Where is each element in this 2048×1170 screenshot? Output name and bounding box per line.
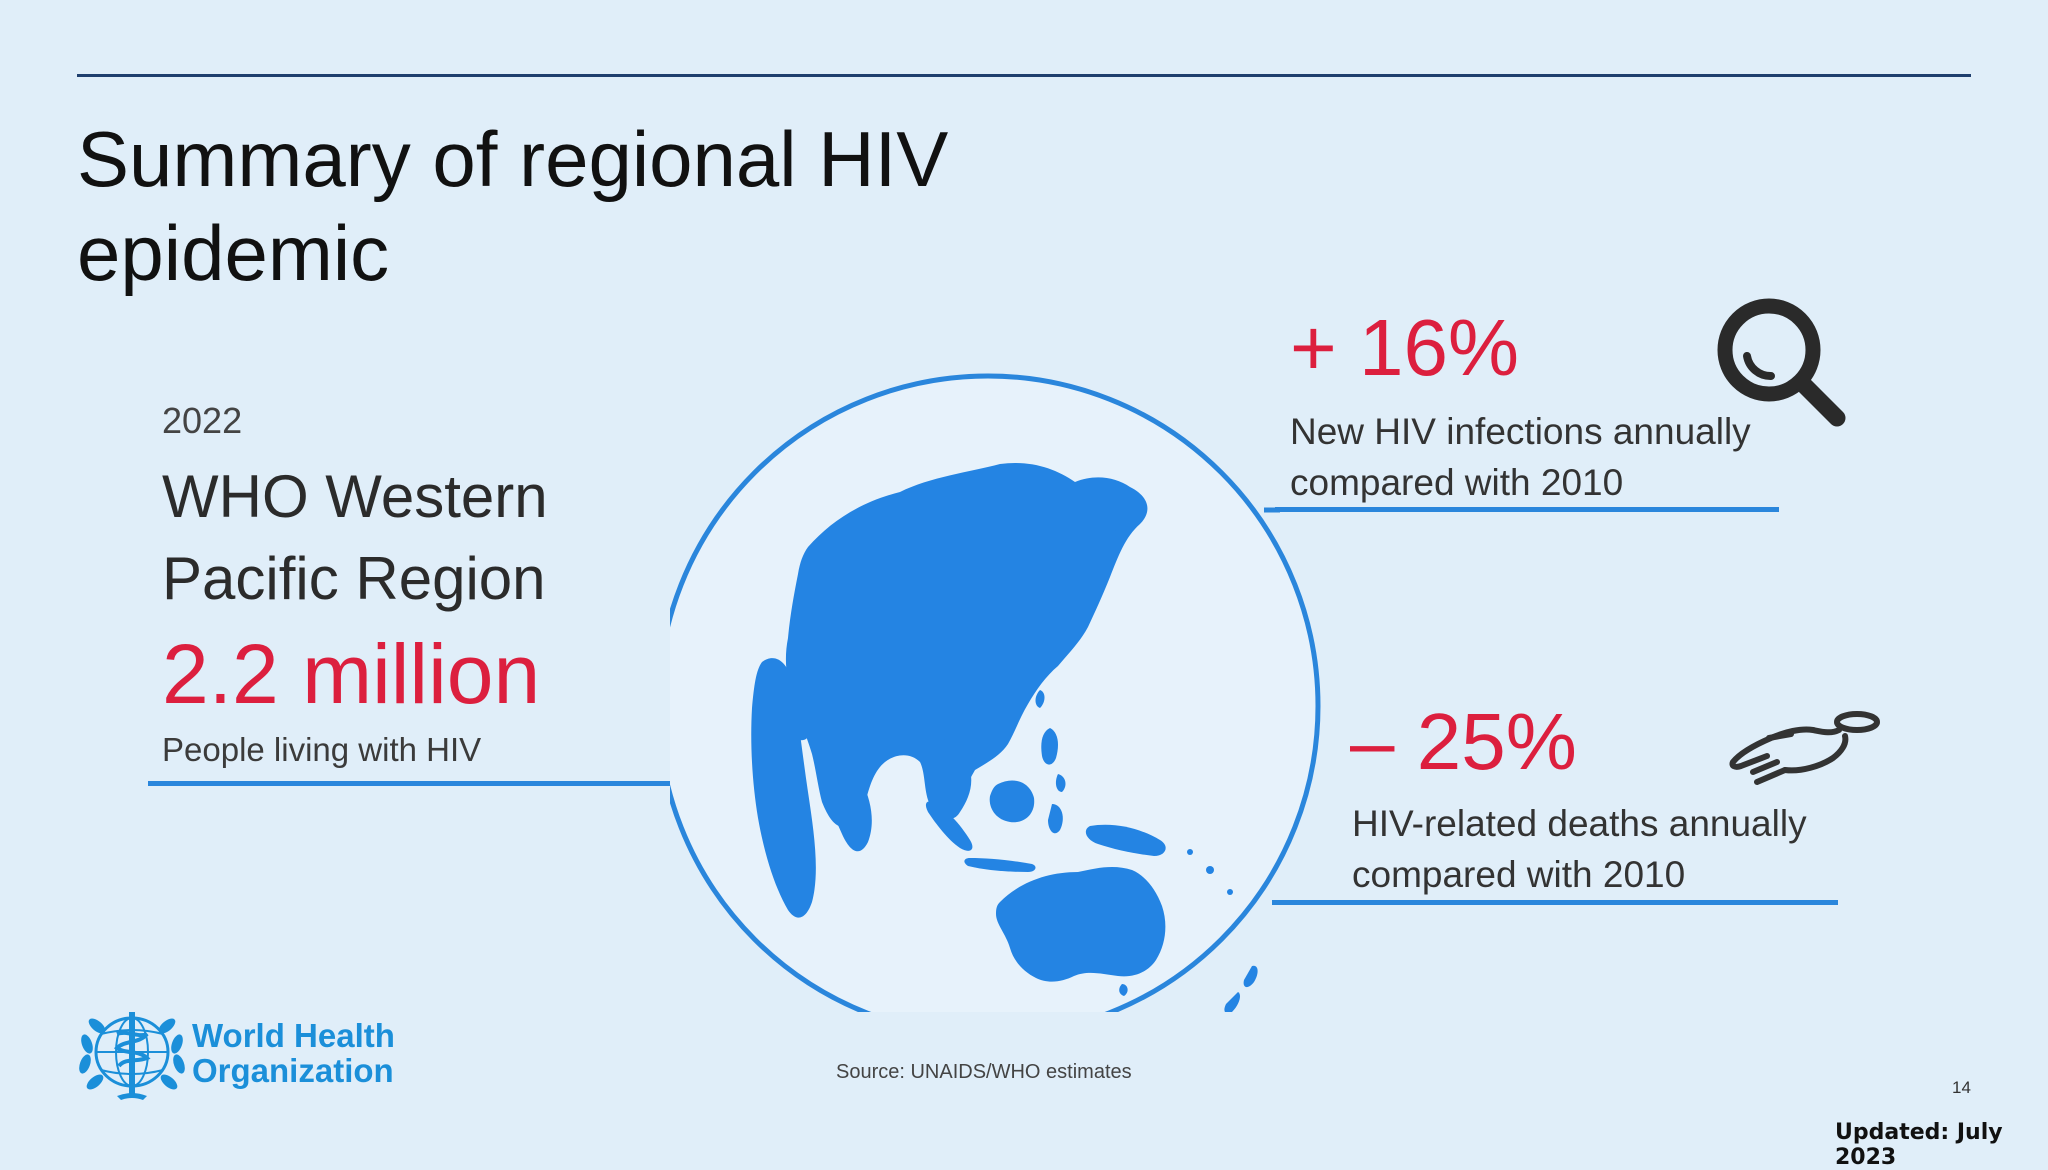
hand-icon [1729,711,1880,785]
updated-date: Updated: July 2023 [1835,1120,2003,1170]
hiv-deaths-caption-text: HIV-related deaths annually compared wit… [1352,803,1807,895]
magnifier-icon [1717,298,1846,427]
people-living-stat: 2.2 million [162,627,541,721]
upper-right-connector-line [1275,507,1779,512]
hiv-deaths-caption: HIV-related deaths annually compared wit… [1352,798,1892,900]
new-infections-caption: New HIV infections annually compared wit… [1290,406,1810,508]
page-number: 14 [1952,1078,1971,1097]
new-infections-stat: + 16% [1290,303,1520,392]
globe-icon [670,373,1321,1012]
who-logo-text: World Health Organization [192,1018,395,1088]
left-connector-line [148,781,682,786]
people-living-caption: People living with HIV [162,731,482,768]
who-emblem-logo [79,1012,185,1100]
lower-right-connector-line [1272,900,1838,905]
new-infections-caption-text: New HIV infections annually compared wit… [1290,411,1751,503]
source-note: Source: UNAIDS/WHO estimates [836,1061,1132,1083]
region-name: WHO Western Pacific Region [162,463,548,612]
hiv-deaths-stat: – 25% [1350,697,1577,786]
who-logo-line1: World Health [192,1017,395,1054]
who-logo-line2: Organization [192,1052,394,1089]
top-divider [77,74,1971,77]
year-label: 2022 [162,400,243,441]
upper-connector-joint [1264,507,1280,513]
slide-title: Summary of regional HIV epidemic [77,115,949,297]
